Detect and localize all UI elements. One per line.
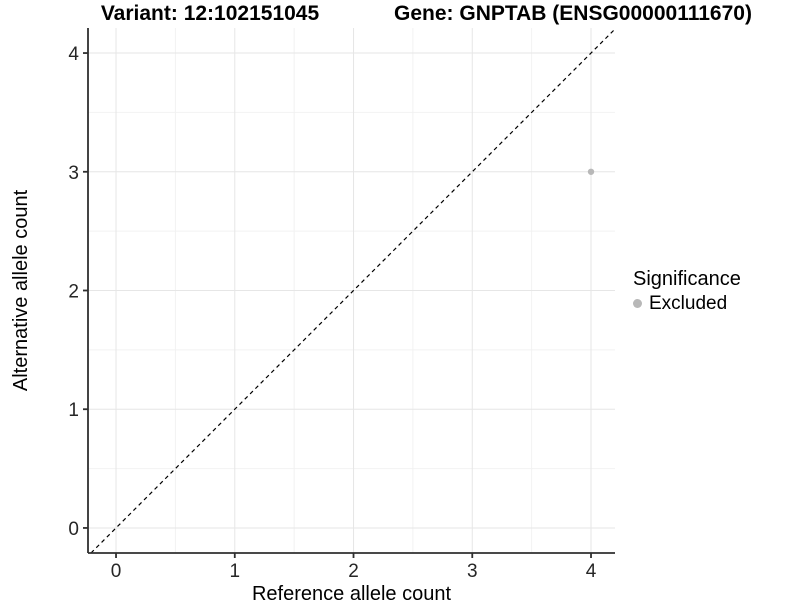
plot-title-variant: Variant: 12:102151045 [100,2,320,25]
x-tick-label: 2 [348,561,359,582]
legend-dot-icon [633,299,642,308]
x-tick-label: 1 [229,561,240,582]
y-tick-label: 3 [68,163,79,184]
y-tick-label: 1 [68,400,79,421]
x-tick-label: 4 [586,561,597,582]
legend-entry-label: Excluded [649,293,728,314]
legend: Significance Excluded [633,268,741,314]
y-tick-label: 2 [68,282,79,303]
plot-title-gene: Gene: GNPTAB (ENSG00000111670) [394,2,752,25]
identity-reference-line [90,28,616,554]
x-tick-label: 0 [111,561,122,582]
y-tick-label: 0 [68,519,79,540]
x-axis-title: Reference allele count [252,583,451,600]
y-axis-title: Alternative allele count [10,189,32,391]
legend-title: Significance [633,268,741,290]
x-tick-label: 3 [467,561,478,582]
y-tick-label: 4 [68,44,79,65]
legend-entry-excluded: Excluded [633,293,741,314]
data-point [587,168,595,175]
